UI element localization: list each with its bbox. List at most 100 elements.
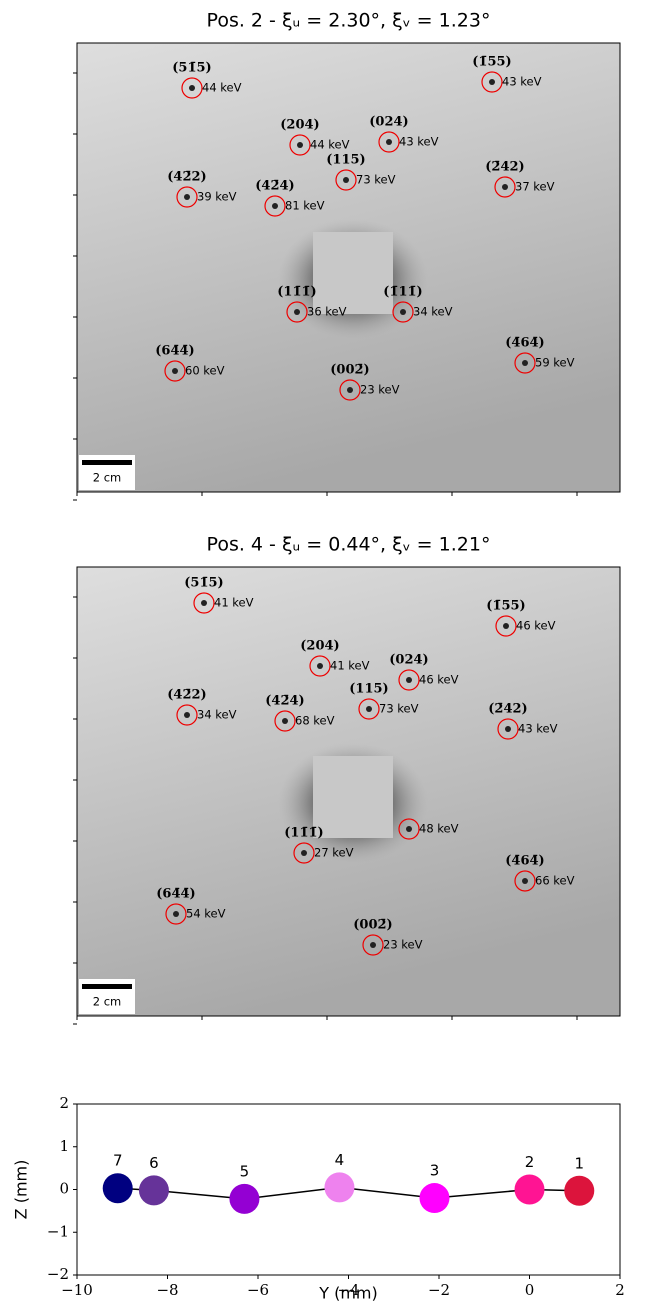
spot-label: (42̄4) bbox=[265, 694, 304, 709]
spot-dot bbox=[400, 309, 406, 315]
spot-dot bbox=[189, 85, 195, 91]
spot-label: (1̄11̄) bbox=[383, 285, 422, 300]
spot-label: (4̄64̄) bbox=[505, 336, 544, 351]
scale-label: 2 cm bbox=[93, 471, 122, 485]
spot-label: (2̄42) bbox=[488, 702, 527, 717]
position-point bbox=[564, 1175, 595, 1206]
spot-label: (4̄64̄) bbox=[505, 854, 544, 869]
frame bbox=[76, 566, 621, 1017]
spot-dot bbox=[505, 726, 511, 732]
spot-dot bbox=[503, 623, 509, 629]
spot-energy: 43 keV bbox=[399, 135, 439, 149]
spot-marker bbox=[358, 698, 380, 720]
y-tick-label: −1 bbox=[47, 1222, 69, 1240]
position-point bbox=[229, 1183, 260, 1214]
spot-label: (204) bbox=[280, 118, 319, 133]
spot-energy: 43 keV bbox=[518, 722, 558, 736]
spot-marker bbox=[335, 169, 357, 191]
spot-energy: 46 keV bbox=[516, 619, 556, 633]
spot-energy: 68 keV bbox=[295, 714, 335, 728]
x-tick-label: −4 bbox=[337, 1281, 359, 1299]
spot-energy: 73 keV bbox=[379, 702, 419, 716]
y-tick-label: 0 bbox=[59, 1180, 69, 1198]
spot-energy: 48 keV bbox=[419, 822, 459, 836]
position-point bbox=[102, 1173, 133, 1204]
scale-bar bbox=[82, 984, 132, 989]
spot-energy: 54 keV bbox=[186, 907, 226, 921]
spot-dot bbox=[370, 942, 376, 948]
spot-marker bbox=[398, 669, 420, 691]
spot-label: (51̄5) bbox=[184, 576, 223, 591]
spot-energy: 66 keV bbox=[535, 874, 575, 888]
y-tick-label: −2 bbox=[47, 1265, 69, 1283]
spot-label: (115) bbox=[326, 153, 365, 168]
x-axis-label: Y (mm) bbox=[318, 1284, 378, 1303]
spot-energy: 43 keV bbox=[502, 75, 542, 89]
point-label: 5 bbox=[240, 1162, 250, 1180]
spot-marker bbox=[193, 592, 215, 614]
spot-dot bbox=[522, 360, 528, 366]
x-tick-label: 2 bbox=[615, 1281, 625, 1299]
spot-dot bbox=[184, 194, 190, 200]
spot-energy: 60 keV bbox=[185, 364, 225, 378]
spot-energy: 59 keV bbox=[535, 356, 575, 370]
spot-dot bbox=[172, 368, 178, 374]
spot-label: (42̄4) bbox=[255, 179, 294, 194]
spot-marker bbox=[514, 352, 536, 374]
y-axis-label: Z (mm) bbox=[12, 1160, 31, 1220]
point-label: 7 bbox=[113, 1152, 123, 1170]
spot-dot bbox=[201, 600, 207, 606]
spot-dot bbox=[297, 142, 303, 148]
spot-marker bbox=[497, 718, 519, 740]
spot-dot bbox=[386, 139, 392, 145]
spot-dot bbox=[272, 203, 278, 209]
spot-label: (024) bbox=[389, 653, 428, 668]
spot-label: (42̄2) bbox=[167, 688, 206, 703]
x-tick-label: −8 bbox=[156, 1281, 178, 1299]
spot-marker bbox=[514, 870, 536, 892]
spot-energy: 46 keV bbox=[419, 673, 459, 687]
panel-title: Pos. 4 - ξᵤ = 0.44°, ξᵥ = 1.21° bbox=[207, 534, 491, 556]
spot-dot bbox=[489, 79, 495, 85]
spot-label: (115) bbox=[349, 682, 388, 697]
spot-energy: 37 keV bbox=[515, 180, 555, 194]
spot-marker bbox=[378, 131, 400, 153]
point-label: 4 bbox=[335, 1151, 345, 1169]
spot-label: (002̄) bbox=[330, 363, 369, 378]
spot-dot bbox=[301, 850, 307, 856]
spot-label: (11̄1̄) bbox=[277, 285, 316, 300]
spot-dot bbox=[184, 712, 190, 718]
spot-energy: 39 keV bbox=[197, 190, 237, 204]
spot-dot bbox=[317, 663, 323, 669]
spot-dot bbox=[343, 177, 349, 183]
point-label: 6 bbox=[149, 1154, 159, 1172]
x-tick-label: −10 bbox=[61, 1281, 93, 1299]
spot-marker bbox=[293, 842, 315, 864]
spot-energy: 27 keV bbox=[314, 846, 354, 860]
spot-marker bbox=[481, 71, 503, 93]
spot-marker bbox=[164, 360, 186, 382]
spot-marker bbox=[495, 615, 517, 637]
spot-marker bbox=[339, 379, 361, 401]
point-label: 3 bbox=[430, 1162, 440, 1180]
spot-energy: 34 keV bbox=[197, 708, 237, 722]
spot-marker bbox=[494, 176, 516, 198]
point-label: 2 bbox=[525, 1153, 535, 1171]
spot-energy: 81 keV bbox=[285, 199, 325, 213]
spot-label: (11̄1̄) bbox=[284, 826, 323, 841]
spot-label: (002̄) bbox=[353, 918, 392, 933]
spot-dot bbox=[522, 878, 528, 884]
spot-marker bbox=[274, 710, 296, 732]
spot-marker bbox=[176, 704, 198, 726]
spot-dot bbox=[406, 826, 412, 832]
spot-label: (51̄5) bbox=[172, 61, 211, 76]
spot-dot bbox=[282, 718, 288, 724]
y-tick-label: 1 bbox=[59, 1137, 69, 1155]
x-tick-label: −6 bbox=[247, 1281, 269, 1299]
spot-label: (64̄4̄) bbox=[155, 344, 194, 359]
spot-marker bbox=[362, 934, 384, 956]
spot-label: (1̄55) bbox=[486, 599, 525, 614]
spot-energy: 23 keV bbox=[383, 938, 423, 952]
spot-energy: 44 keV bbox=[202, 81, 242, 95]
